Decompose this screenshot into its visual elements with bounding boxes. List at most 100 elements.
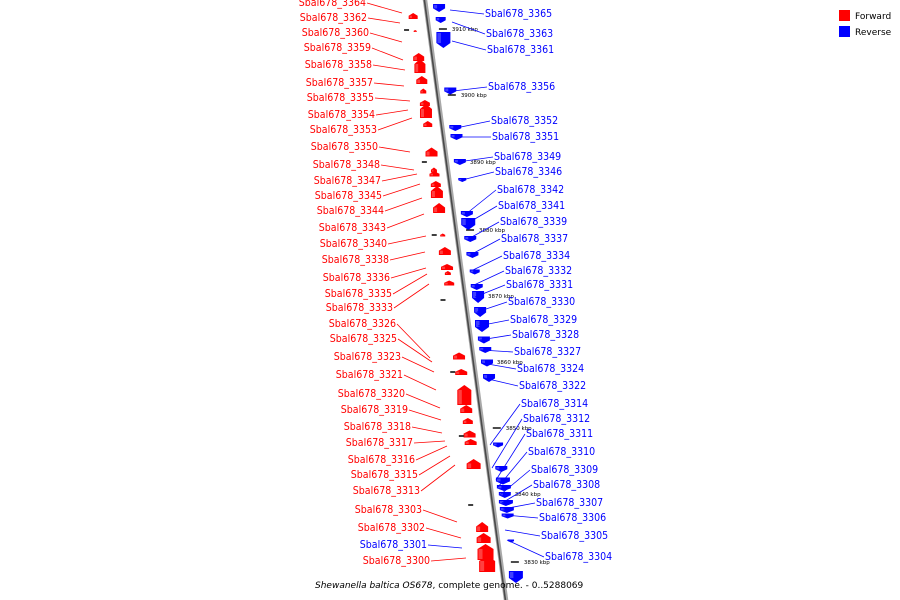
gene-feature bbox=[469, 269, 480, 275]
forward-label-leader bbox=[415, 445, 448, 461]
caption-organism: Shewanella baltica OS678 bbox=[315, 581, 433, 591]
forward-gene-label: Sbal678_3326 bbox=[329, 318, 396, 330]
forward-label-leader bbox=[397, 338, 433, 363]
forward-gene-label: Sbal678_3333 bbox=[326, 302, 393, 314]
reverse-gene-label: Sbal678_3322 bbox=[519, 380, 586, 392]
forward-gene-label: Sbal678_3313 bbox=[353, 485, 420, 497]
forward-gene-label: Sbal678_3343 bbox=[319, 222, 386, 234]
gene-feature bbox=[479, 556, 496, 572]
forward-label-leader bbox=[418, 455, 451, 476]
gene-feature-shine bbox=[477, 537, 482, 542]
reverse-label-leader bbox=[480, 349, 514, 353]
gene-feature-shine bbox=[467, 463, 472, 468]
reverse-label-leader bbox=[471, 238, 501, 255]
forward-gene-label: Sbal678_3315 bbox=[351, 469, 418, 481]
forward-gene-label: Sbal678_3345 bbox=[315, 190, 382, 202]
genome-caption: Shewanella baltica OS678, complete genom… bbox=[315, 581, 584, 591]
gene-feature-shine bbox=[420, 102, 424, 105]
reverse-label-leader bbox=[501, 484, 533, 504]
gene-feature-shine bbox=[475, 308, 479, 313]
reverse-gene-label: Sbal678_3339 bbox=[500, 216, 567, 228]
forward-label-leader bbox=[389, 251, 426, 261]
gene-feature-shine bbox=[458, 390, 462, 404]
reverse-gene-label: Sbal678_3311 bbox=[526, 428, 593, 440]
reverse-label-leader bbox=[449, 9, 485, 15]
gene-feature-shine bbox=[480, 348, 484, 351]
gene-feature bbox=[472, 291, 485, 303]
gene-feature bbox=[438, 247, 451, 255]
reverse-label-leader bbox=[451, 21, 486, 35]
legend-forward-swatch bbox=[839, 10, 850, 21]
tick-label: 3850 kbp bbox=[506, 426, 532, 432]
reverse-label-leader bbox=[502, 502, 536, 510]
gene-feature bbox=[433, 4, 446, 12]
gene-feature-shine bbox=[484, 375, 488, 379]
gene-feature bbox=[408, 13, 418, 19]
reverse-gene-label: Sbal678_3346 bbox=[495, 166, 562, 178]
forward-label-leader bbox=[367, 17, 401, 24]
reverse-gene-label: Sbal678_3329 bbox=[510, 314, 577, 326]
gene-feature-shine bbox=[437, 33, 441, 43]
gene-feature bbox=[477, 544, 494, 560]
forward-label-leader bbox=[403, 374, 437, 391]
forward-gene-label: Sbal678_3338 bbox=[322, 254, 389, 266]
caption-range: , complete genome. - 0..5288069 bbox=[433, 581, 584, 591]
forward-label-leader bbox=[371, 47, 404, 61]
reverse-label-leader bbox=[483, 377, 519, 387]
gene-feature bbox=[423, 121, 433, 127]
forward-label-leader bbox=[413, 440, 446, 444]
forward-gene-label: Sbal678_3316 bbox=[348, 454, 415, 466]
reverse-label-leader bbox=[469, 221, 500, 239]
forward-features bbox=[404, 13, 496, 572]
gene-feature-shine bbox=[478, 549, 483, 559]
gene-feature-shine bbox=[445, 272, 448, 274]
reverse-label-leader bbox=[506, 539, 545, 558]
gene-feature-shine bbox=[497, 486, 502, 489]
gene-feature bbox=[450, 134, 463, 140]
forward-gene-label: Sbal678_3353 bbox=[310, 124, 377, 136]
gene-feature-shine bbox=[454, 160, 458, 163]
gene-feature bbox=[476, 533, 491, 543]
forward-gene-label: Sbal678_3355 bbox=[307, 92, 374, 104]
forward-label-leader bbox=[382, 183, 421, 197]
forward-gene-labels: Sbal678_3364 Sbal678_3362 Sbal678_3360 Sbal… bbox=[299, 0, 467, 567]
reverse-label-leader bbox=[461, 171, 495, 181]
reverse-gene-label: Sbal678_3337 bbox=[501, 233, 568, 245]
reverse-label-leader bbox=[495, 433, 526, 481]
gene-feature bbox=[455, 369, 468, 375]
forward-gene-label: Sbal678_3317 bbox=[346, 437, 413, 449]
gene-feature bbox=[466, 252, 479, 258]
forward-label-leader bbox=[378, 146, 411, 153]
gene-feature-shine bbox=[442, 266, 446, 269]
gene-feature-shine bbox=[509, 572, 514, 578]
gene-feature-shine bbox=[409, 15, 412, 18]
gene-feature bbox=[449, 125, 462, 131]
reverse-gene-label: Sbal678_3304 bbox=[545, 551, 612, 563]
gene-feature-shine bbox=[496, 478, 501, 482]
forward-gene-label: Sbal678_3357 bbox=[306, 77, 373, 89]
forward-label-leader bbox=[381, 173, 418, 182]
reverse-label-leader bbox=[504, 514, 539, 519]
reverse-gene-label: Sbal678_3332 bbox=[505, 265, 572, 277]
gene-feature-shine bbox=[478, 337, 482, 341]
forward-label-leader bbox=[392, 273, 428, 295]
tick-label: 3830 kbp bbox=[524, 560, 550, 566]
tick-label: 3880 kbp bbox=[479, 228, 505, 234]
reverse-label-leader bbox=[473, 270, 505, 286]
gene-feature bbox=[457, 385, 472, 405]
gene-feature-shine bbox=[421, 90, 423, 93]
forward-gene-label: Sbal678_3319 bbox=[341, 404, 408, 416]
gene-feature bbox=[433, 203, 446, 213]
gene-feature bbox=[460, 211, 473, 217]
gene-feature-shine bbox=[480, 561, 485, 571]
reverse-label-leader bbox=[491, 418, 523, 469]
reverse-gene-label: Sbal678_3351 bbox=[492, 131, 559, 143]
reverse-label-leader bbox=[497, 451, 528, 488]
forward-label-leader bbox=[384, 197, 423, 212]
reverse-gene-labels: Sbal678_3365 Sbal678_3363 Sbal678_3361 Sbal… bbox=[449, 8, 612, 563]
forward-gene-label: Sbal678_3360 bbox=[302, 27, 369, 39]
gene-feature bbox=[493, 442, 504, 448]
gene-feature bbox=[464, 236, 477, 242]
gene-feature-shine bbox=[414, 30, 416, 32]
reverse-label-leader bbox=[467, 205, 498, 224]
